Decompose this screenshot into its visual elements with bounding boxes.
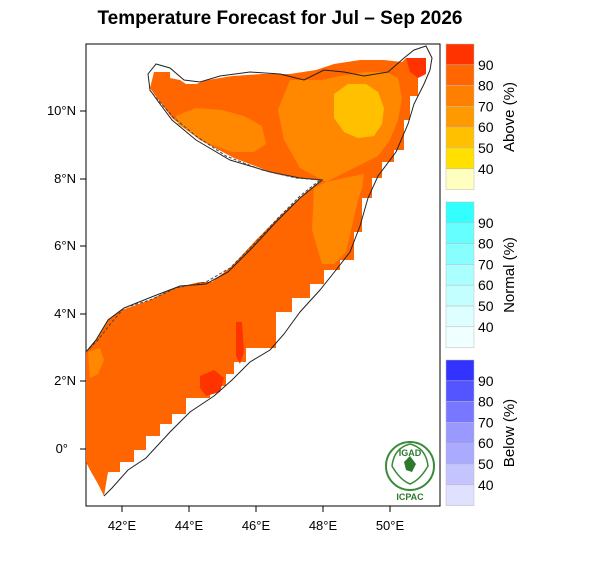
colorbar-tick-label: 70 — [478, 414, 494, 430]
legend-colorbars: 90 80 70 60 50 40 Above (%) 90 80 70 60 50 40 Normal … — [445, 43, 518, 506]
icpac-logo: IGAD ICPAC — [385, 441, 435, 502]
colorbar-tick-label: 90 — [478, 57, 494, 73]
colorbar-swatch — [445, 243, 475, 265]
colorbar-swatch — [445, 64, 475, 86]
lat-tick-label: 2°N — [54, 373, 76, 388]
colorbar-swatch — [445, 85, 475, 107]
colorbar-tick-label: 60 — [478, 435, 494, 451]
colorbar-tick-label: 50 — [478, 298, 494, 314]
lat-tick-label: 6°N — [54, 238, 76, 253]
colorbar-tick-label: 70 — [478, 256, 494, 272]
colorbar-tick-label: 60 — [478, 119, 494, 135]
colorbar-tick-label: 50 — [478, 140, 494, 156]
colorbar-swatch — [445, 222, 475, 244]
forecast-region-red-coast — [200, 370, 224, 396]
colorbar-swatch — [445, 284, 475, 307]
forecast-region-orange-west — [176, 108, 266, 152]
lat-axis: 10°N 8°N 6°N 4°N 2°N 0° — [47, 103, 86, 456]
colorbar-swatch — [445, 380, 475, 402]
lon-tick-label: 44°E — [175, 518, 204, 533]
lat-tick-label: 10°N — [47, 103, 76, 118]
colorbar-swatch — [445, 359, 475, 382]
colorbar-tick-label: 80 — [478, 78, 494, 94]
colorbar-tick-label: 90 — [478, 373, 494, 389]
colorbar-swatch — [445, 43, 475, 66]
logo-igad-text: IGAD — [399, 448, 422, 458]
colorbar-tick-label: 80 — [478, 394, 494, 410]
colorbar-swatch — [445, 326, 475, 348]
lon-axis: 42°E 44°E 46°E 48°E 50°E — [108, 506, 405, 533]
forecast-region-red-tip — [406, 58, 426, 78]
colorbar-swatch — [445, 106, 475, 128]
colorbar-swatch — [445, 168, 475, 190]
colorbar-tick-label: 80 — [478, 236, 494, 252]
colorbar-swatch — [445, 484, 475, 506]
colorbar-title: Below (%) — [501, 399, 518, 467]
colorbar-swatch — [445, 147, 475, 170]
map-title: Temperature Forecast for Jul – Sep 2026 — [97, 8, 463, 29]
lat-tick-label: 0° — [56, 441, 68, 456]
border-dashed — [85, 87, 322, 353]
colorbar-swatch — [445, 126, 475, 149]
lon-tick-label: 46°E — [242, 518, 271, 533]
colorbar-tick-label: 40 — [478, 319, 494, 335]
colorbar-tick-label: 60 — [478, 277, 494, 293]
colorbar-tick-label: 50 — [478, 456, 494, 472]
lon-tick-label: 50°E — [376, 518, 405, 533]
colorbar-swatch — [445, 201, 475, 224]
colorbar-swatch — [445, 305, 475, 328]
colorbar-swatch — [445, 422, 475, 444]
lat-tick-label: 8°N — [54, 171, 76, 186]
lon-tick-label: 48°E — [309, 518, 338, 533]
colorbar-swatch — [445, 401, 475, 423]
logo-icpac-text: ICPAC — [396, 492, 424, 502]
lat-tick-label: 4°N — [54, 306, 76, 321]
colorbar-tick-label: 40 — [478, 161, 494, 177]
colorbar-swatch — [445, 264, 475, 286]
colorbar-tick-label: 90 — [478, 215, 494, 231]
country-border — [85, 45, 433, 497]
colorbar-tick-label: 70 — [478, 98, 494, 114]
colorbar-swatch — [445, 442, 475, 465]
colorbar-title: Above (%) — [501, 82, 518, 152]
lon-tick-label: 42°E — [108, 518, 137, 533]
forecast-region-yellow — [334, 84, 384, 138]
colorbar-swatch — [445, 463, 475, 486]
colorbar-title: Normal (%) — [501, 237, 518, 313]
colorbar-tick-label: 40 — [478, 477, 494, 493]
forecast-region-light-sw — [88, 348, 104, 378]
forecast-region-red-strip — [236, 322, 244, 364]
